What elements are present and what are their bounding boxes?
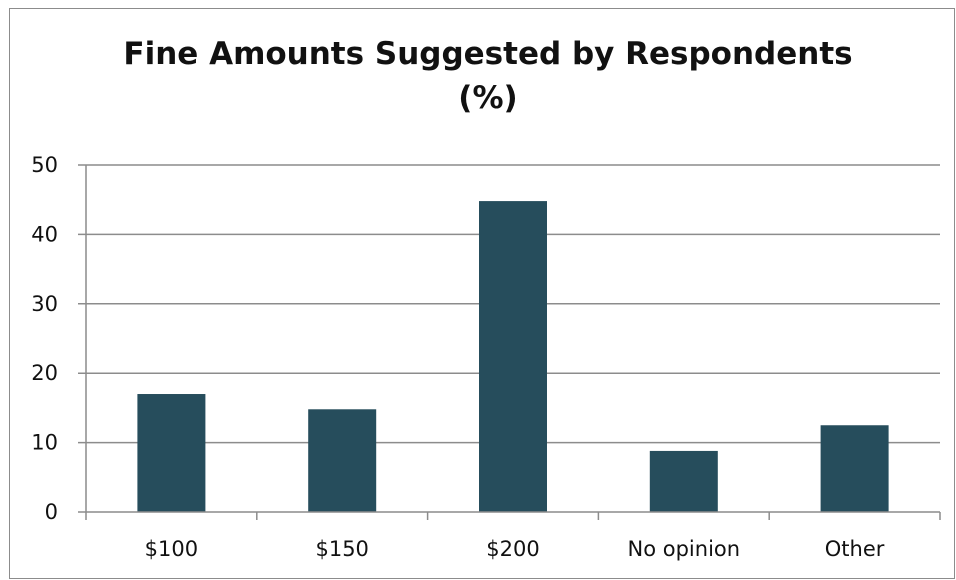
y-tick-label: 0 [45,500,58,524]
x-tick-label: No opinion [628,537,741,561]
x-tick-label: $100 [145,537,198,561]
bars [137,201,889,512]
y-tick-label: 30 [31,292,58,316]
y-tick-label: 20 [31,361,58,385]
x-tick-label: $200 [486,537,539,561]
chart-title: Fine Amounts Suggested by Respondents (%… [123,36,853,116]
bar [479,201,547,512]
bar [820,425,889,512]
y-tick-label: 50 [31,153,58,177]
bar [137,394,206,512]
y-tick-label: 40 [31,222,58,246]
x-tick-label: $150 [315,537,368,561]
x-tick-label: Other [825,537,885,561]
y-tick-label: 10 [31,431,58,455]
bar [308,409,377,512]
bar [649,450,718,512]
tick-labels: 0 10 20 30 40 50 $100 $150 $200 No opinion Other [31,153,885,561]
axes [78,165,941,520]
